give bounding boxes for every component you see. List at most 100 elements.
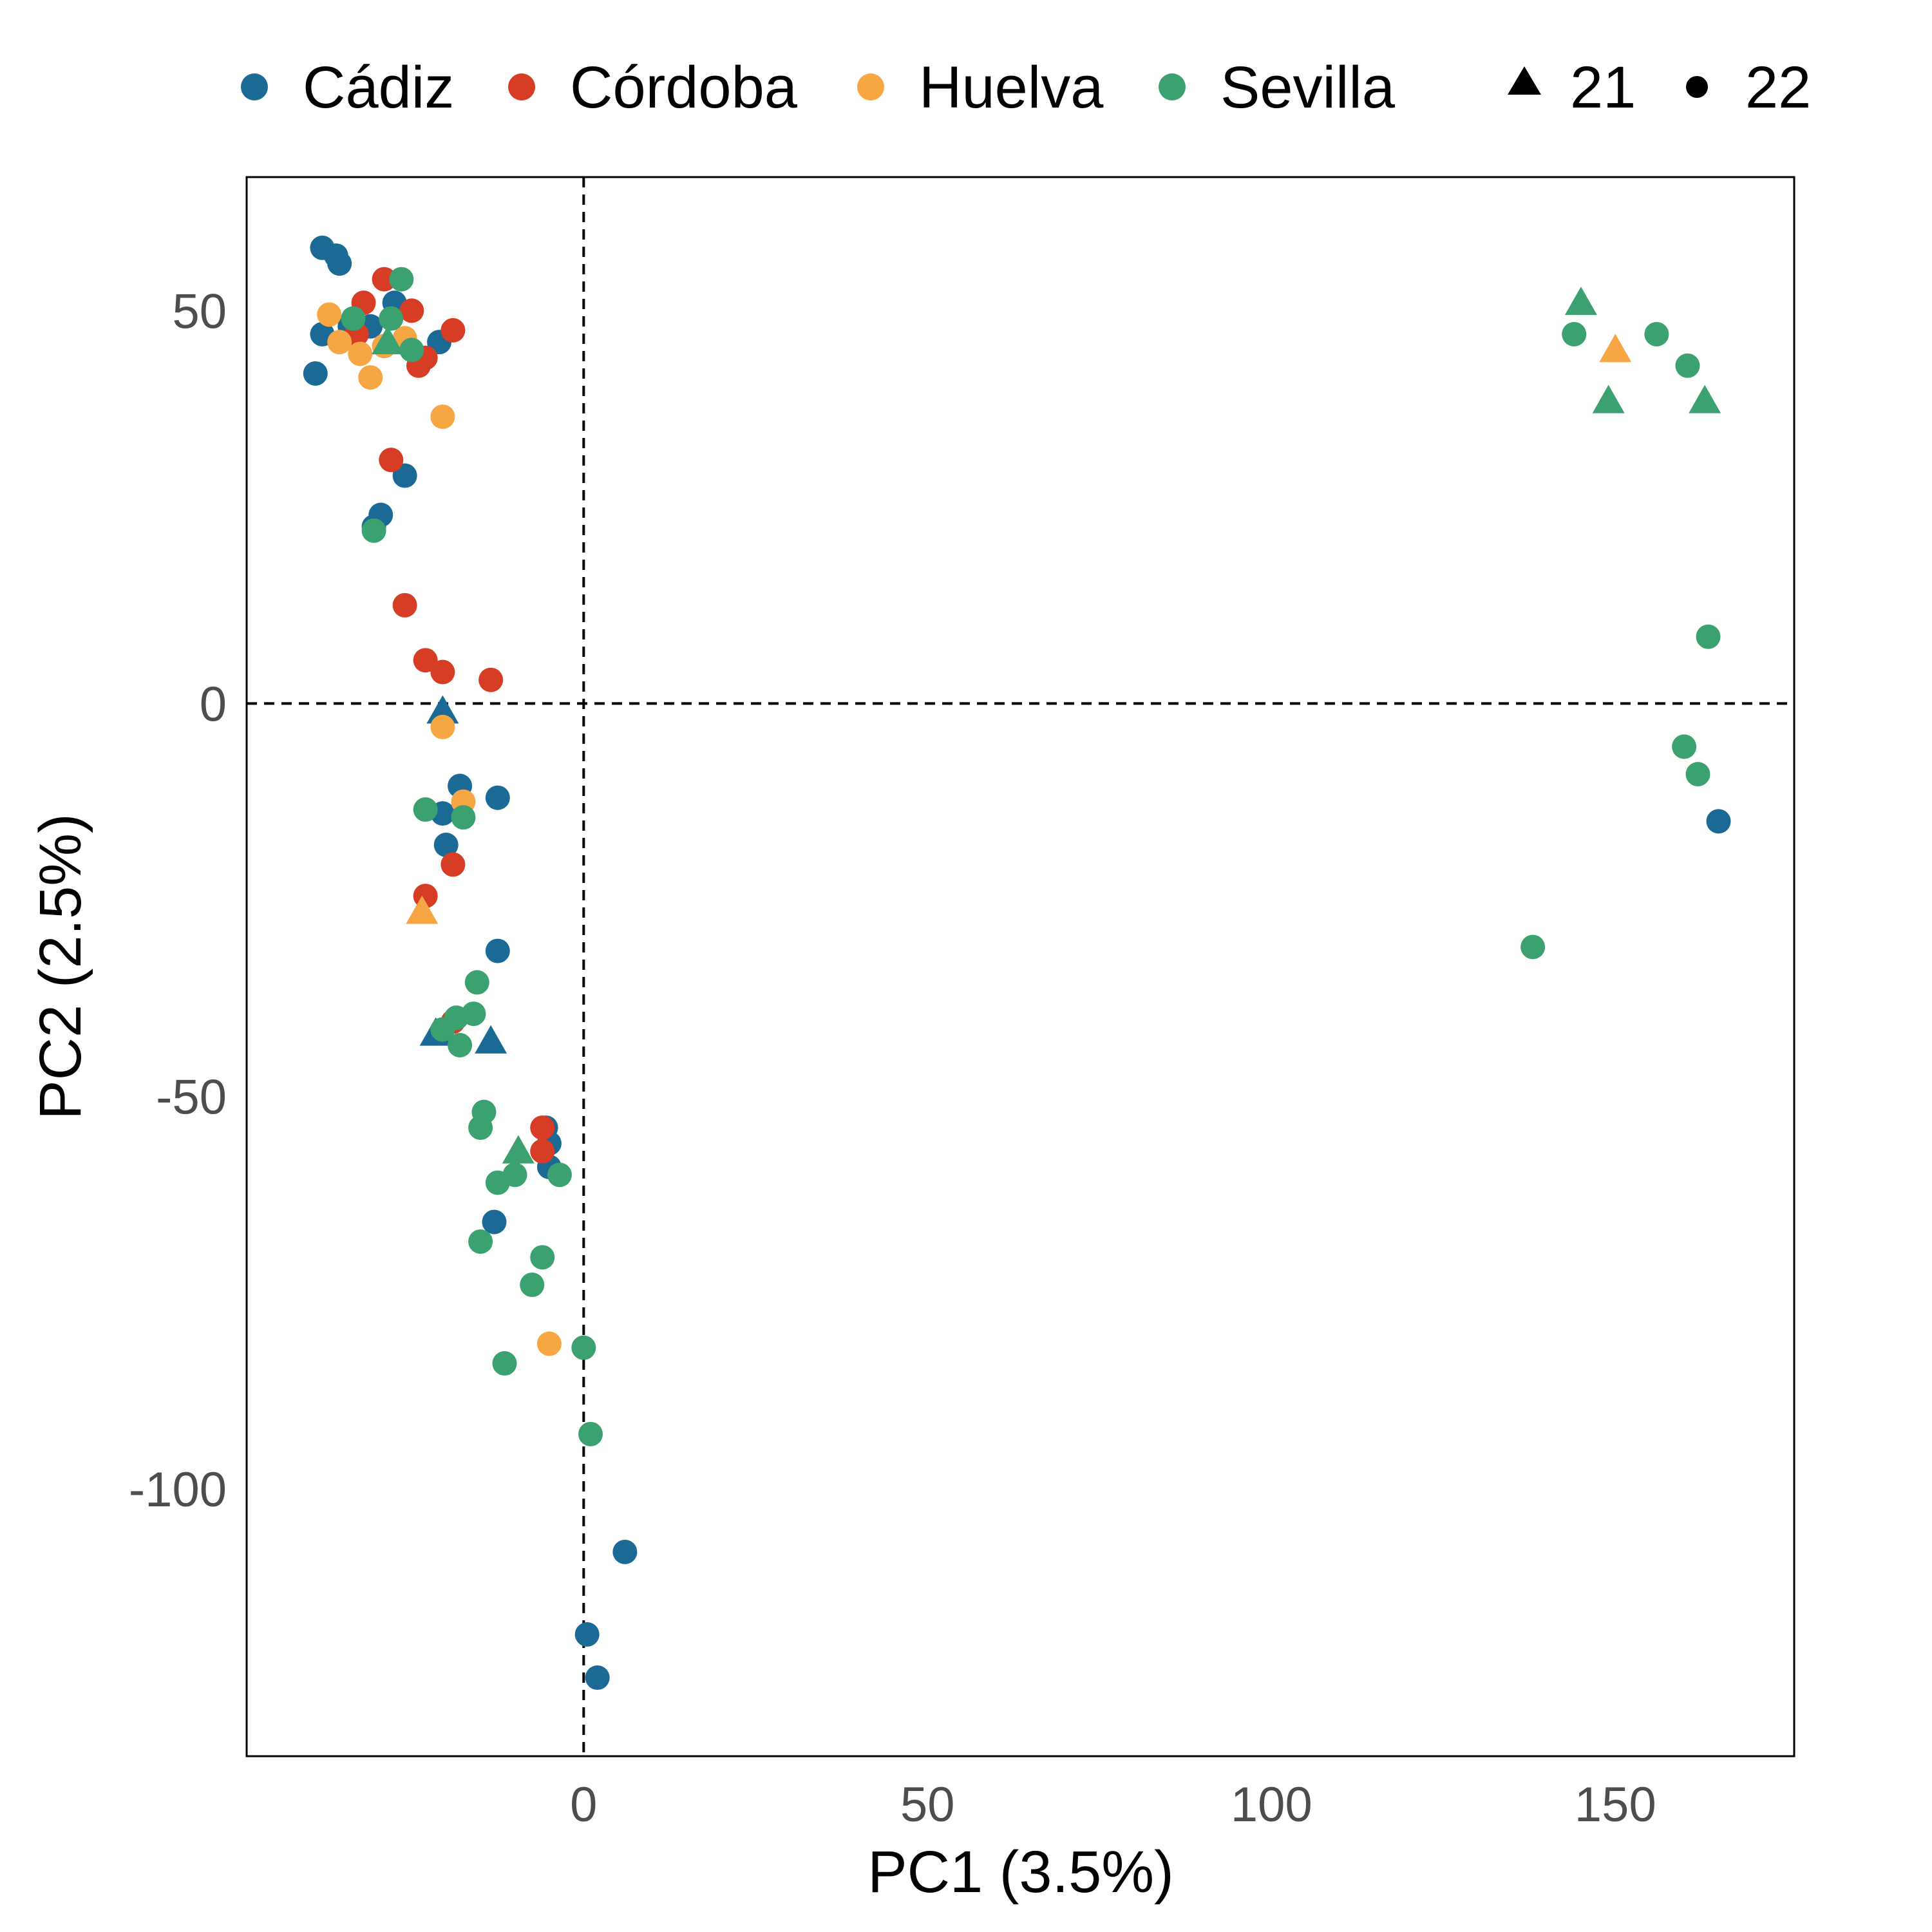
x-axis-ticks: 0 50 100 150: [570, 1777, 1656, 1832]
y-tick-label: 0: [200, 677, 227, 732]
point-sevilla-circle: [448, 1032, 473, 1057]
point-sevilla-circle: [530, 1245, 555, 1270]
point-sevilla-circle: [1685, 762, 1710, 787]
legend-label-sevilla: Sevilla: [1220, 55, 1396, 120]
x-tick-label: 0: [570, 1777, 597, 1832]
reference-lines: [247, 177, 1794, 1756]
point-sevilla-circle: [1562, 321, 1587, 346]
point-cadiz-circle: [327, 251, 352, 276]
legend-key-huelva: [857, 73, 884, 100]
x-tick-label: 150: [1575, 1777, 1656, 1832]
point-cadiz-triangle: [426, 695, 459, 724]
legend-label-cordoba: Córdoba: [570, 55, 798, 120]
point-cadiz-circle: [485, 938, 510, 963]
point-cadiz-circle: [574, 1622, 600, 1647]
point-cordoba-circle: [530, 1115, 555, 1141]
point-sevilla-circle: [341, 306, 366, 331]
x-tick-label: 100: [1231, 1777, 1312, 1832]
point-cordoba-circle: [399, 298, 424, 323]
point-sevilla-circle: [468, 1229, 493, 1254]
point-sevilla-circle: [464, 970, 489, 995]
point-sevilla-circle: [1696, 624, 1721, 649]
point-sevilla-circle: [1520, 934, 1546, 960]
legend-label-huelva: Huelva: [919, 55, 1104, 120]
legend-key-sevilla: [1159, 73, 1186, 100]
point-sevilla-triangle: [1689, 384, 1721, 413]
point-cadiz-circle: [612, 1539, 638, 1564]
legend-key-cadiz: [241, 73, 268, 100]
point-cadiz-circle: [585, 1665, 610, 1690]
point-cadiz-circle: [485, 785, 510, 810]
legend-key-circle: [1686, 76, 1708, 98]
y-tick-label: -100: [129, 1463, 227, 1517]
y-tick-label: -50: [156, 1070, 227, 1124]
data-points: [303, 235, 1731, 1690]
point-sevilla-circle: [578, 1421, 603, 1446]
x-tick-label: 50: [900, 1777, 955, 1832]
point-huelva-circle: [327, 330, 352, 355]
point-sevilla-triangle: [371, 326, 404, 355]
point-cordoba-circle: [530, 1139, 555, 1164]
legend-item-cadiz: Cádiz: [241, 55, 454, 120]
legend: Cádiz Córdoba Huelva Sevilla 21 22: [241, 55, 1811, 120]
plot-panel: [245, 176, 1795, 1757]
point-cordoba-circle: [372, 267, 397, 292]
legend-label-22: 22: [1745, 55, 1811, 120]
point-cordoba-circle: [413, 648, 438, 673]
panel-border: [245, 176, 1795, 1757]
legend-label-cadiz: Cádiz: [303, 55, 454, 120]
point-sevilla-circle: [1644, 321, 1669, 346]
point-huelva-circle: [430, 404, 455, 430]
point-sevilla-circle: [389, 267, 414, 292]
legend-item-22: 22: [1686, 55, 1811, 120]
point-sevilla-circle: [451, 805, 476, 830]
point-huelva-triangle: [1599, 334, 1632, 363]
point-sevilla-circle: [399, 337, 424, 363]
point-cordoba-circle: [440, 317, 466, 343]
point-huelva-circle: [536, 1331, 562, 1356]
legend-label-21: 21: [1570, 55, 1636, 120]
point-cadiz-triangle: [475, 1025, 507, 1054]
point-sevilla-circle: [547, 1162, 572, 1188]
point-sevilla-triangle: [1564, 287, 1597, 316]
point-cordoba-circle: [392, 592, 417, 618]
y-axis-title: PC2 (2.5%): [28, 813, 93, 1120]
y-axis-ticks: 50 0 -50 -100: [129, 284, 227, 1517]
point-huelva-circle: [348, 341, 373, 366]
legend-key-triangle: [1508, 66, 1541, 95]
legend-key-cordoba: [508, 73, 535, 100]
point-cadiz-circle: [303, 361, 328, 386]
legend-item-21: 21: [1508, 55, 1636, 120]
point-sevilla-circle: [361, 518, 386, 543]
point-huelva-circle: [430, 714, 455, 739]
point-cordoba-circle: [379, 448, 404, 473]
point-sevilla-circle: [430, 1017, 455, 1042]
point-cordoba-circle: [430, 659, 455, 685]
y-tick-label: 50: [172, 284, 227, 339]
point-cadiz-circle: [433, 832, 459, 857]
point-sevilla-triangle: [502, 1135, 535, 1164]
legend-item-huelva: Huelva: [857, 55, 1104, 120]
point-sevilla-circle: [379, 306, 404, 331]
point-huelva-circle: [358, 365, 383, 390]
point-cadiz-circle: [1706, 809, 1731, 834]
point-cordoba-circle: [478, 667, 504, 692]
legend-item-sevilla: Sevilla: [1159, 55, 1396, 120]
point-huelva-circle: [317, 302, 342, 327]
point-sevilla-circle: [492, 1351, 517, 1376]
point-sevilla-circle: [413, 797, 438, 822]
point-sevilla-circle: [468, 1115, 493, 1141]
point-sevilla-circle: [485, 1170, 510, 1195]
point-sevilla-triangle: [1592, 384, 1625, 413]
point-sevilla-circle: [1675, 353, 1700, 378]
point-sevilla-circle: [1672, 734, 1697, 759]
point-sevilla-circle: [571, 1335, 596, 1360]
point-sevilla-circle: [520, 1273, 545, 1298]
legend-item-cordoba: Córdoba: [508, 55, 798, 120]
point-huelva-triangle: [406, 895, 439, 924]
x-axis-title: PC1 (3.5%): [867, 1839, 1174, 1905]
point-cadiz-circle: [482, 1209, 507, 1235]
point-cadiz-circle: [392, 463, 417, 488]
